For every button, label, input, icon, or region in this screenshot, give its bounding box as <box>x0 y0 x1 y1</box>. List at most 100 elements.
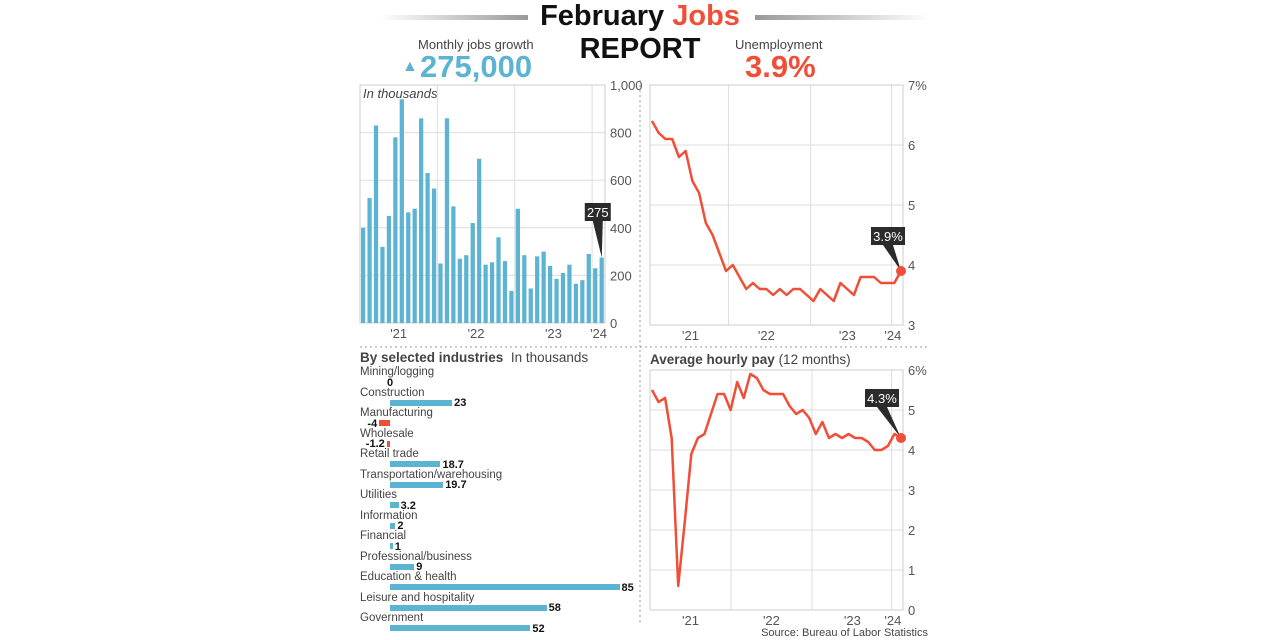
page-title: February Jobs <box>0 1 1280 31</box>
bar <box>515 208 520 323</box>
industry-value: 52 <box>532 622 545 635</box>
industry-bar <box>390 625 531 631</box>
last-point-marker <box>896 266 906 276</box>
bar <box>560 273 566 323</box>
callout-label: 4.3% <box>867 391 897 406</box>
bar <box>419 118 424 323</box>
industry-value: 85 <box>621 581 634 594</box>
industry-bar <box>390 461 441 467</box>
bar <box>580 280 585 323</box>
industry-bar <box>379 420 390 426</box>
industries-title-text: By selected industries <box>360 350 504 365</box>
bar <box>586 253 591 323</box>
industry-row: Professional/business 9 <box>360 550 638 573</box>
source-note: Source: Bureau of Labor Statistics <box>761 627 928 639</box>
industry-row: Financial 1 <box>360 531 638 552</box>
plot-frame <box>649 369 904 611</box>
bar <box>573 283 579 323</box>
industry-bar <box>390 543 393 549</box>
plot-frame <box>649 84 904 326</box>
bar <box>367 198 372 323</box>
industry-bar <box>390 604 547 611</box>
x-tick-label: '21 <box>390 326 407 341</box>
callout-box <box>865 389 899 407</box>
unemployment-value: 3.9% <box>745 49 816 84</box>
y-tick-label: 800 <box>610 126 632 141</box>
industry-value: 9 <box>416 561 423 573</box>
bar <box>483 264 488 323</box>
y-tick-label: 0 <box>908 603 915 618</box>
y-tick-label: 1 <box>908 563 915 578</box>
y-tick-label: 5 <box>908 403 915 418</box>
x-tick-label: '23 <box>545 326 562 341</box>
industry-row: Education & health 85 <box>360 572 638 593</box>
x-tick-label: '22 <box>763 613 780 628</box>
y-tick-label: 4 <box>908 258 915 273</box>
title-rule-right <box>755 15 930 20</box>
bar <box>535 256 540 323</box>
industry-label: Wholesale <box>360 427 414 440</box>
title-rule-left <box>380 15 528 20</box>
callout-pointer <box>883 245 901 271</box>
bar <box>451 206 456 323</box>
callout-label: 3.9% <box>873 229 903 244</box>
wage-title-note: (12 months) <box>779 352 851 367</box>
industry-row: Transportation/warehousing 19.7 <box>360 469 638 491</box>
industry-row: Information 2 <box>360 509 638 532</box>
industry-row: Utilities 3.2 <box>360 490 638 511</box>
industry-bar <box>390 584 620 590</box>
x-tick-label: '24 <box>590 326 607 341</box>
industry-row: Mining/logging 0 <box>360 367 638 388</box>
bar <box>593 268 598 323</box>
industry-value: 18.7 <box>442 458 464 471</box>
industry-label: Retail trade <box>360 448 419 460</box>
industry-value: 58 <box>548 602 561 614</box>
industry-bar <box>390 502 399 508</box>
bar <box>547 265 553 323</box>
industry-value: 1 <box>394 540 401 553</box>
page-subtitle: REPORT <box>579 33 701 65</box>
industry-label: Professional/business <box>360 550 472 563</box>
bar <box>470 223 475 323</box>
industry-bar <box>390 399 453 406</box>
bar <box>509 290 514 323</box>
industry-value: -1.2 <box>365 438 385 450</box>
bar <box>496 237 501 323</box>
industry-row: Government 52 <box>360 613 638 634</box>
bar <box>567 264 572 323</box>
y-tick-label: 1,000 <box>610 78 643 93</box>
series-line <box>650 372 902 588</box>
industry-value: 3.2 <box>400 499 416 512</box>
y-tick-label: 3 <box>908 318 915 333</box>
bar <box>386 215 392 323</box>
industry-value: 19.7 <box>445 479 467 491</box>
callout-box <box>584 203 611 221</box>
jobs-growth-label: Monthly jobs growth <box>418 37 534 52</box>
wage-chart-title: Average hourly pay (12 months) <box>650 352 851 367</box>
industry-label: Construction <box>360 386 425 399</box>
bar <box>444 118 450 323</box>
industries-unit: In thousands <box>510 350 589 365</box>
industry-label: Education & health <box>360 571 457 583</box>
x-tick-label: '21 <box>682 328 699 343</box>
bar <box>464 255 469 323</box>
industry-label: Information <box>360 509 418 522</box>
industry-row: Construction 23 <box>360 386 638 408</box>
industry-value: 0 <box>387 376 394 389</box>
y-tick-label: 0 <box>610 316 617 331</box>
industry-label: Utilities <box>360 489 398 501</box>
x-tick-label: '23 <box>844 613 861 628</box>
bar <box>361 227 366 323</box>
bar <box>457 258 462 323</box>
bar <box>528 288 533 323</box>
industry-label: Mining/logging <box>360 366 435 378</box>
industry-bar <box>386 440 390 447</box>
y-tick-label: 6 <box>908 138 915 153</box>
bar <box>522 255 527 323</box>
bar <box>380 246 385 323</box>
jobs-chart-note: In thousands <box>363 86 438 101</box>
title-part2: Jobs <box>672 0 740 32</box>
industries-title: By selected industries In thousands <box>360 350 638 366</box>
industry-value: 2 <box>397 520 404 532</box>
